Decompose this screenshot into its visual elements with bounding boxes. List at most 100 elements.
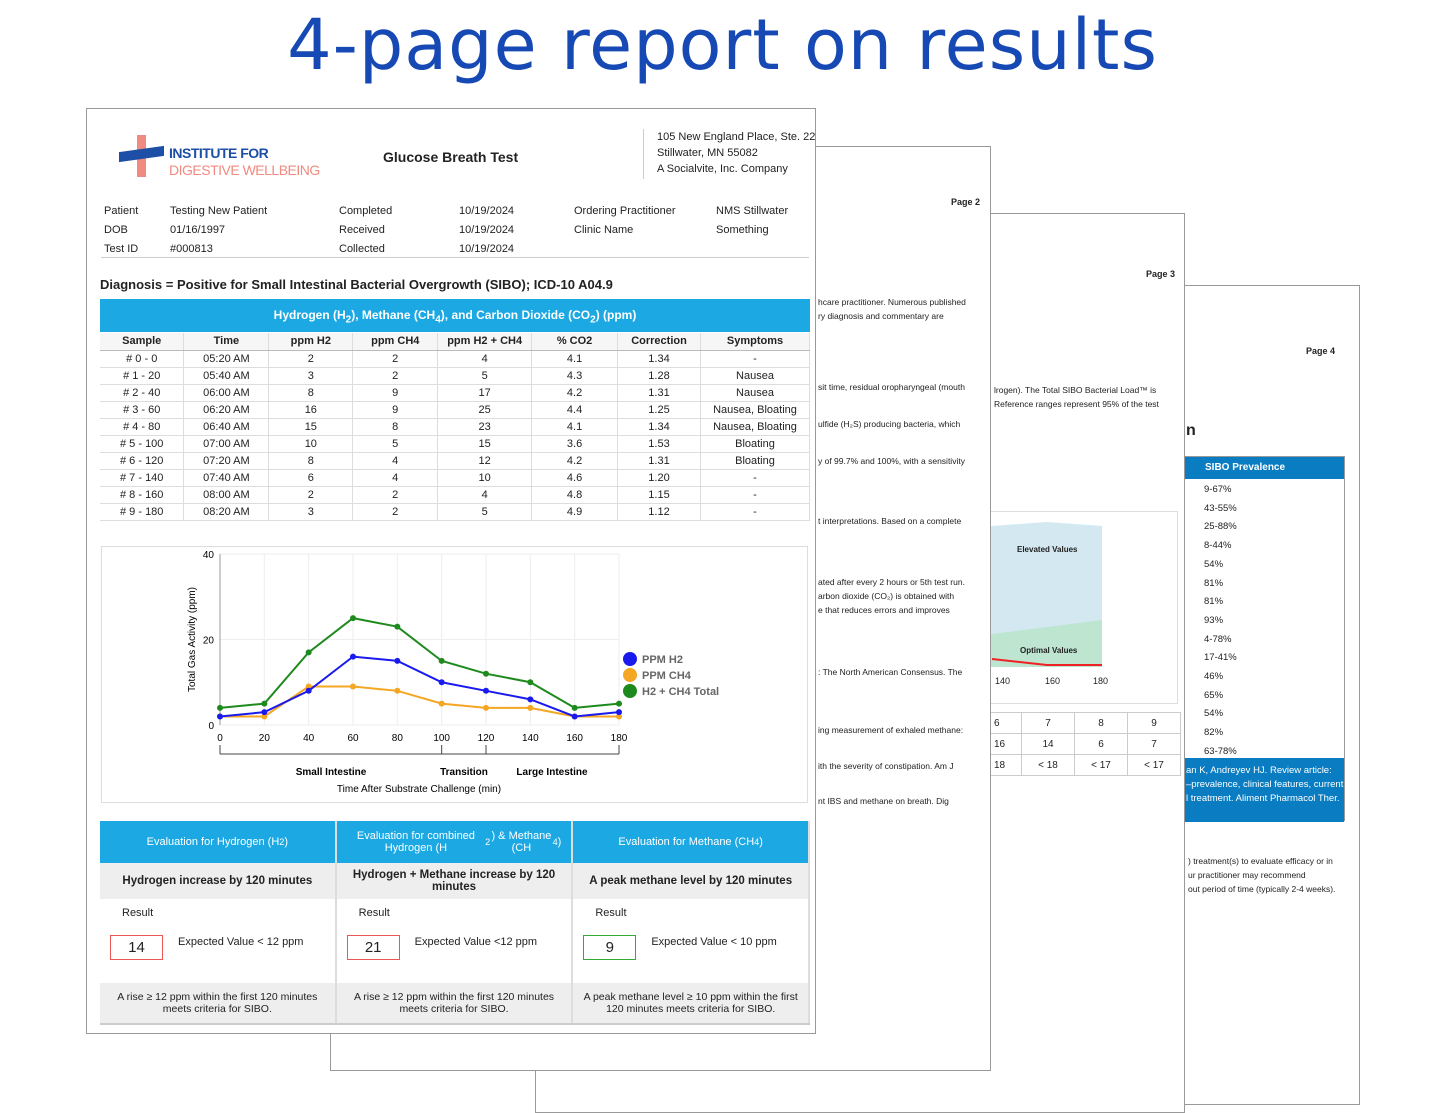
table-cell: - (700, 469, 810, 487)
table-row: # 4 - 80 06:40 AM 15 8 23 4.1 1.34 Nausea, Bloa… (100, 418, 810, 436)
body-text: Reference ranges represent 95% of the te… (994, 399, 1159, 409)
table-cell: - (700, 486, 810, 504)
x-tick-label: 20 (259, 733, 271, 744)
x-tick-label: 0 (217, 733, 223, 744)
column-header: Time (183, 333, 270, 351)
table-cell: 10 (268, 435, 354, 453)
evaluation-note: A rise ≥ 12 ppm within the first 120 min… (100, 983, 335, 1023)
evaluation-header: Evaluation for Methane (CH 4) (573, 821, 809, 863)
table-cell: # 6 - 120 (100, 452, 185, 470)
table-cell: 4 (352, 452, 439, 470)
table-cell: - (700, 350, 810, 368)
table-cell: 23 (437, 418, 533, 436)
table-cell: # 8 - 160 (100, 486, 185, 504)
data-point (350, 615, 356, 622)
optimal-label: Optimal Values (1020, 646, 1078, 655)
column-header: ppm CH4 (352, 333, 439, 351)
data-point (616, 713, 622, 720)
info-value: 10/19/2024 (459, 243, 515, 255)
divider (643, 129, 644, 179)
legend-marker (623, 652, 637, 666)
table-cell: 3 (268, 503, 354, 521)
table-cell: 9 (352, 384, 439, 402)
info-label: Test ID (104, 243, 139, 255)
body-text: ) treatment(s) to evaluate efficacy or i… (1188, 856, 1333, 866)
table-cell: 4.1 (531, 418, 619, 436)
series-line (219, 617, 620, 709)
prevalence-value: 63-78% (1204, 745, 1237, 757)
info-label: Ordering Practitioner (574, 205, 676, 217)
evaluation-header: Evaluation for Hydrogen (H 2) (100, 821, 335, 863)
y-tick-label: 20 (203, 636, 215, 647)
y-tick-label: 40 (203, 550, 215, 561)
page-1: INSTITUTE FOR DIGESTIVE WELLBEING Glucos… (86, 108, 816, 1034)
region-label: Large Intestine (516, 767, 588, 778)
prevalence-value: 9-67% (1204, 484, 1232, 495)
table-cell: 07:20 AM (183, 452, 270, 470)
result-value: 21 (346, 935, 400, 960)
table-cell: 2 (352, 350, 439, 368)
info-value: #000813 (170, 243, 213, 255)
prevalence-value: 43-55% (1204, 502, 1237, 514)
address-line: A Socialvite, Inc. Company (657, 163, 788, 175)
body-text: : The North American Consensus. The (818, 667, 963, 677)
table-cell: 05:20 AM (183, 350, 270, 368)
prevalence-value: 8-44% (1204, 540, 1232, 552)
table-row: # 6 - 120 07:20 AM 8 4 12 4.2 1.31 Bloating (100, 452, 810, 470)
table-cell: 3.6 (531, 435, 619, 453)
diagnosis: Diagnosis = Positive for Small Intestina… (100, 277, 613, 292)
table-cell: 06:00 AM (183, 384, 270, 402)
info-value: 01/16/1997 (170, 224, 226, 236)
page-number: Page 4 (1306, 346, 1336, 356)
table-cell: 5 (352, 435, 439, 453)
citation-text: l treatment. Aliment Pharmacol Ther. (1186, 793, 1340, 804)
data-point (483, 670, 489, 677)
column-header: Symptoms (700, 333, 810, 351)
result-label: Result (122, 907, 154, 919)
x-tick-label: 180 (611, 733, 628, 744)
data-point (438, 657, 445, 664)
table-cell: Nausea, Bloating (700, 418, 810, 436)
x-tick: 180 (1093, 676, 1109, 686)
prevalence-value: 46% (1204, 671, 1224, 682)
table-cell: 4.2 (531, 452, 619, 470)
table-cell: < 17 (1074, 754, 1128, 776)
table-cell: 15 (268, 418, 354, 436)
citation-text: –prevalence, clinical features, current (1186, 779, 1344, 790)
logo-line1: INSTITUTE FOR (169, 145, 269, 161)
info-value: 10/19/2024 (459, 205, 515, 217)
prevalence-value: 81% (1204, 596, 1224, 608)
data-point (616, 709, 622, 716)
table-cell: 1.12 (617, 503, 701, 521)
data-point (350, 683, 356, 690)
gas-chart: 0 20 40 0 20 40 60 80 100 120 140 160 180 Small Intes… (101, 546, 808, 803)
table-row: # 0 - 0 05:20 AM 2 2 4 4.1 1.34- (100, 350, 810, 368)
evaluation-note: A peak methane level ≥ 10 ppm within the… (573, 983, 809, 1023)
table-cell: 1.15 (617, 486, 701, 504)
table-cell: 2 (352, 486, 439, 504)
column-header: ppm H2 (268, 333, 354, 351)
table-cell: 07:00 AM (183, 435, 270, 453)
info-label: Collected (339, 243, 385, 255)
info-label: Patient (104, 205, 139, 217)
data-point (217, 704, 223, 711)
table-cell: 2 (352, 503, 439, 521)
table-cell: 4.4 (531, 401, 619, 419)
data-point (438, 700, 445, 707)
info-label: DOB (104, 224, 128, 236)
column-header: Correction (617, 333, 701, 351)
series-line (220, 685, 619, 718)
table-cell: 7 (1127, 733, 1181, 755)
table-cell: 1.34 (617, 350, 701, 368)
table-cell: 1.31 (617, 452, 701, 470)
table-cell: # 0 - 0 (100, 350, 185, 368)
address-line: Stillwater, MN 55082 (657, 147, 758, 159)
table-cell: < 17 (1127, 754, 1181, 776)
prevalence-value: 82% (1204, 727, 1224, 739)
body-text: ur practitioner may recommend (1188, 870, 1306, 880)
x-axis-label: Time After Substrate Challenge (min) (337, 784, 501, 795)
table-cell: # 3 - 60 (100, 401, 185, 419)
body-text: ated after every 2 hours or 5th test run… (818, 577, 965, 587)
table-cell: 07:40 AM (183, 469, 270, 487)
evaluation-card: Evaluation for combined Hydrogen (H 2) & … (336, 821, 574, 1023)
